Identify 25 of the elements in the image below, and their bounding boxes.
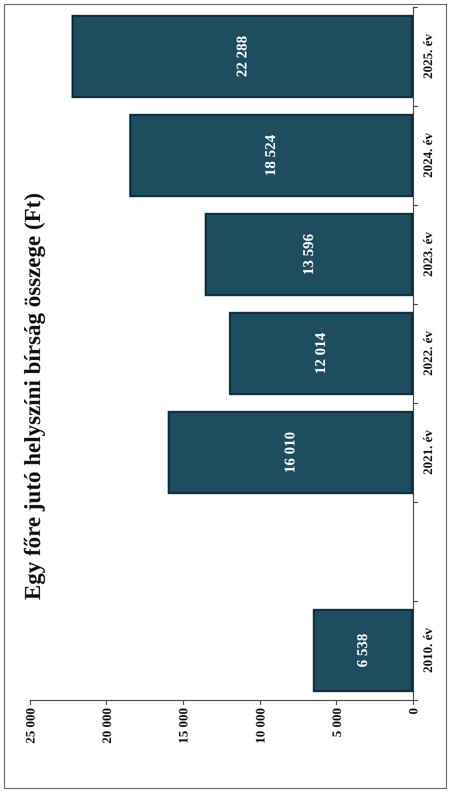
data-label: 12 014 [312,332,329,374]
data-label: 18 524 [263,134,280,176]
bar [72,14,413,98]
bar [129,114,413,198]
bar [312,608,413,692]
data-label: 13 596 [300,233,317,276]
x-tick-label: 0 [406,708,420,714]
data-label: 22 288 [234,36,250,78]
text: Egy főre jutó helyszíni bírság összege (Ft) [20,192,46,600]
x-tick-label: 10 000 [252,708,268,744]
bar [204,212,413,296]
y-tick-label: 2023. év [420,232,435,277]
y-tick-label: 2010. év [420,628,435,673]
x-tick-label: 5 000 [328,708,344,738]
x-tick-label: 20 000 [99,708,114,744]
y-tick-label: 2021. év [420,430,435,475]
data-label: 16 010 [282,432,298,474]
y-tick-label: 2025. év [420,34,435,79]
data-label: 6 538 [354,634,371,668]
x-tick-label: 15 000 [176,708,191,744]
y-tick-label: 2022. év [420,330,435,376]
x-tick-label: 25 000 [22,708,38,744]
bar [228,312,413,396]
bar [168,410,413,494]
y-tick-label: 2024. év [420,132,435,178]
